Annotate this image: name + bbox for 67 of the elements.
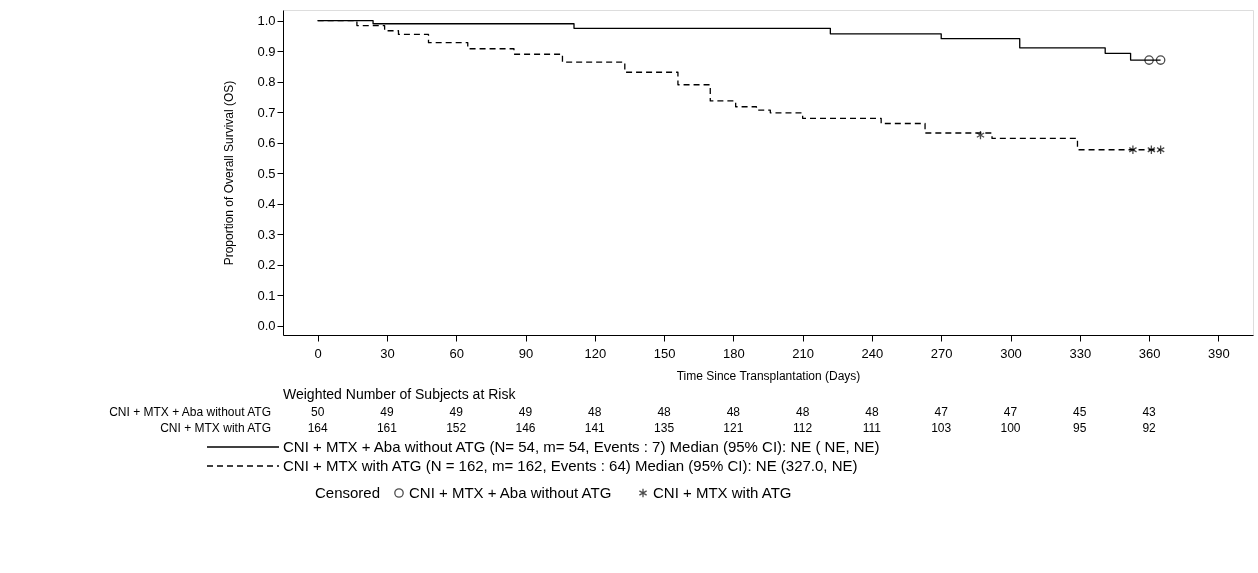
- text: Weighted Number of Subjects at Risk: [283, 386, 517, 402]
- text: 49: [518, 405, 533, 419]
- x-tick-label: 30: [380, 345, 395, 361]
- legend-label: CNI + MTX + Aba without ATG: [409, 484, 612, 501]
- x-tick-label: 240: [861, 345, 884, 361]
- point: [1144, 55, 1154, 65]
- legend-label: CNI + MTX with ATG: [653, 484, 792, 501]
- text: 95: [1073, 421, 1087, 435]
- y-tick-label: 0.2: [257, 257, 276, 273]
- x-axis-title: Time Since Transplantation (Days): [676, 368, 861, 383]
- text: 48: [795, 405, 810, 419]
- x-tick-label: 0: [314, 345, 322, 361]
- y-tick-label: 0.7: [257, 104, 276, 120]
- text: 141: [584, 421, 606, 435]
- text: 47: [934, 405, 949, 419]
- text: 92: [1142, 421, 1157, 435]
- text: CNI + MTX with ATG: [160, 421, 271, 435]
- legend-title: Censored: [315, 484, 381, 501]
- y-tick-label: 1.0: [257, 13, 276, 29]
- text: 164: [307, 421, 328, 435]
- x-tick-label: 180: [723, 345, 745, 361]
- y-tick-label: 0.1: [257, 287, 276, 303]
- text: 100: [1000, 421, 1021, 435]
- text: 49: [449, 405, 464, 419]
- y-tick-label: 0.6: [257, 135, 276, 151]
- y-tick-label: 0.3: [257, 226, 276, 242]
- text: 112: [793, 421, 813, 435]
- text: 135: [654, 421, 675, 435]
- y-tick-label: 0.5: [257, 165, 276, 181]
- x-tick-label: 90: [518, 345, 534, 361]
- y-tick-label: 0.0: [257, 318, 276, 334]
- y-tick-label: 0.9: [257, 43, 276, 59]
- text: 146: [515, 421, 536, 435]
- text: 103: [931, 421, 952, 435]
- x-tick-label: 270: [930, 345, 953, 361]
- x-tick-label: 210: [792, 345, 814, 361]
- x-tick-label: 330: [1069, 345, 1092, 361]
- text: 45: [1073, 405, 1087, 419]
- x-tick-label: 60: [449, 345, 464, 361]
- text: 48: [657, 405, 672, 419]
- x-tick-label: 390: [1208, 345, 1230, 361]
- legend-label: CNI + MTX with ATG (N = 162, m= 162, Events : 64) Median (95% CI): NE (327.0, NE): [283, 457, 858, 474]
- x-tick-label: 300: [1000, 345, 1022, 361]
- text: 152: [446, 421, 467, 435]
- point: [976, 130, 985, 140]
- text: 111: [862, 421, 882, 435]
- text: 48: [726, 405, 741, 419]
- text: 48: [588, 405, 602, 419]
- y-tick-label: 0.4: [257, 196, 276, 212]
- x-tick-label: 360: [1138, 345, 1161, 361]
- point: [1156, 144, 1165, 155]
- text: 121: [723, 421, 744, 435]
- x-tick-label: 150: [653, 345, 676, 361]
- y-axis-title: Proportion of Overall Survival (OS): [221, 80, 236, 266]
- y-tick-label: 0.8: [257, 74, 276, 90]
- point: [1147, 144, 1156, 155]
- legend-label: CNI + MTX + Aba without ATG (N= 54, m= 54, Events : 7) Median (95% CI): NE ( NE, NE): [283, 438, 880, 455]
- point: [1155, 55, 1166, 65]
- text: 50: [310, 405, 325, 419]
- text: 43: [1142, 405, 1157, 419]
- text: 161: [376, 421, 398, 435]
- text: 47: [1003, 405, 1018, 419]
- x-tick-label: 120: [584, 345, 607, 361]
- text: 48: [865, 405, 879, 419]
- text: 49: [380, 405, 394, 419]
- point: [1128, 144, 1138, 155]
- text: CNI + MTX + Aba without ATG: [109, 405, 271, 419]
